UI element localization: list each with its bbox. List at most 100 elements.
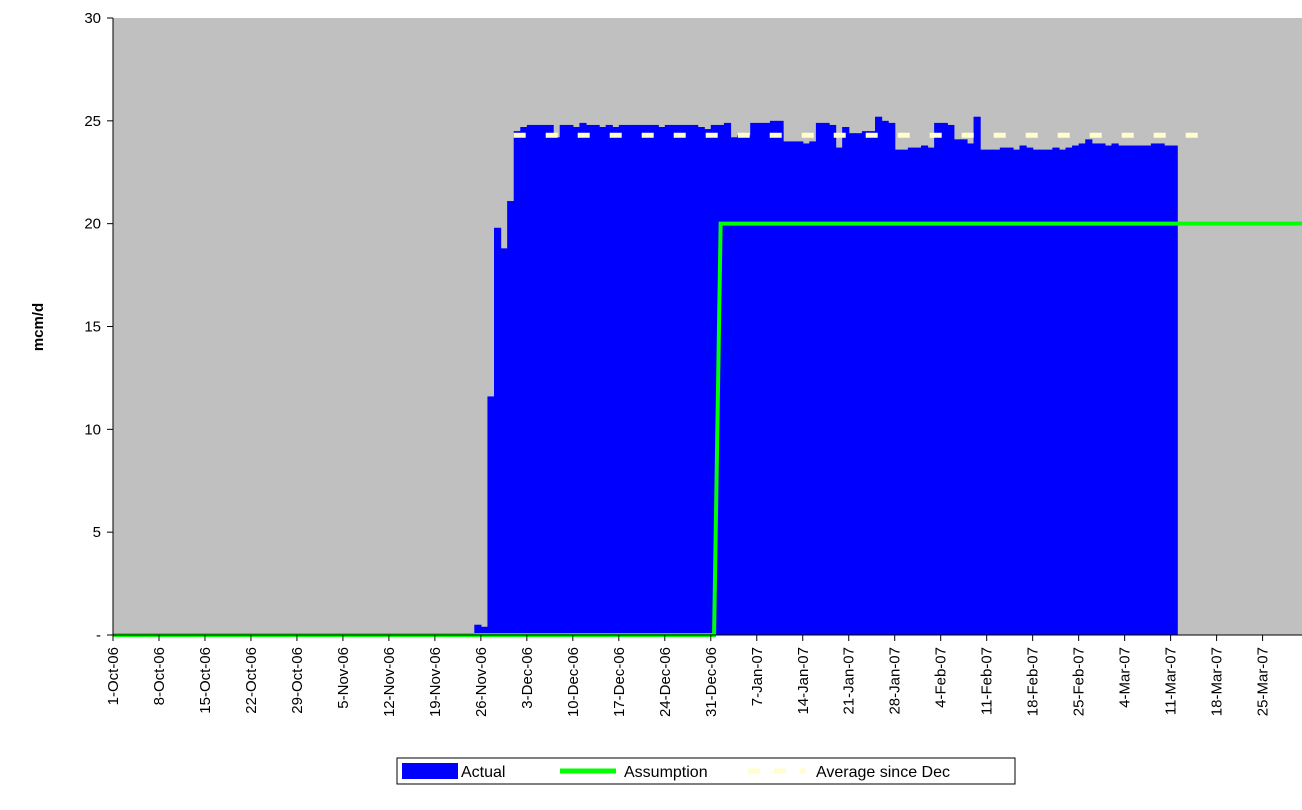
actual-bar [966, 143, 975, 635]
actual-bar [671, 124, 679, 636]
actual-bar [553, 137, 561, 635]
actual-bar [572, 127, 581, 636]
x-tick-label: 22-Oct-06 [243, 647, 260, 714]
actual-bar [855, 133, 863, 635]
actual-bar [1078, 143, 1086, 635]
actual-bar [730, 137, 738, 635]
actual-bar [947, 124, 955, 636]
actual-bar [1098, 143, 1106, 635]
y-tick-label: 25 [84, 113, 101, 130]
y-tick-label: 20 [84, 216, 101, 233]
x-tick-label: 4-Mar-07 [1117, 647, 1134, 708]
actual-bar [756, 122, 764, 635]
actual-bar [927, 147, 935, 635]
x-tick-label: 1-Oct-06 [105, 647, 122, 705]
x-tick-label: 11-Feb-07 [979, 647, 996, 715]
actual-bar [1032, 149, 1040, 636]
actual-bar [901, 149, 909, 636]
actual-bar [894, 149, 902, 636]
actual-bar [888, 122, 896, 635]
actual-bar [1111, 143, 1119, 635]
actual-bar [592, 124, 600, 636]
legend-label-average: Average since Dec [816, 764, 950, 781]
actual-bar [664, 124, 672, 636]
actual-bar [960, 139, 968, 636]
actual-bar [868, 131, 876, 635]
x-tick-label: 5-Nov-06 [335, 647, 352, 709]
x-tick-label: 24-Dec-06 [657, 647, 674, 717]
actual-bar [861, 131, 870, 635]
actual-bar [1006, 147, 1014, 635]
x-tick-label: 8-Oct-06 [151, 647, 168, 705]
legend: Actual Assumption Average since Dec [396, 757, 1016, 785]
actual-bar [1026, 147, 1034, 635]
actual-bar [750, 122, 758, 635]
actual-bar [822, 122, 830, 635]
actual-bar [796, 141, 804, 635]
actual-bar [612, 127, 620, 636]
actual-bar [1150, 143, 1159, 635]
actual-bar [993, 149, 1001, 636]
actual-bar [1170, 145, 1178, 635]
actual-bar [1144, 145, 1152, 635]
actual-bar [881, 120, 889, 636]
actual-bar [599, 127, 607, 636]
actual-bar [973, 116, 981, 636]
x-tick-label: 14-Jan-07 [795, 647, 812, 715]
actual-bar [1131, 145, 1139, 635]
actual-bar [999, 147, 1007, 635]
actual-bar [920, 145, 929, 635]
actual-bar [539, 124, 548, 636]
y-axis-title: mcm/d [30, 303, 47, 351]
x-tick-label: 26-Nov-06 [473, 647, 490, 717]
x-tick-label: 29-Oct-06 [289, 647, 306, 714]
actual-bar [500, 248, 508, 635]
actual-bar [684, 124, 692, 636]
x-tick-label: 10-Dec-06 [565, 647, 582, 717]
actual-bar [494, 227, 502, 635]
x-tick-label: 17-Dec-06 [611, 647, 628, 717]
actual-bar [783, 141, 791, 635]
x-tick-label: 25-Feb-07 [1071, 647, 1088, 716]
y-tick-label: 10 [84, 421, 101, 438]
actual-bar [618, 124, 626, 636]
actual-bar [802, 143, 810, 635]
x-tick-label: 7-Jan-07 [749, 647, 766, 706]
actual-bar [1058, 149, 1067, 636]
actual-bar [1019, 145, 1027, 635]
actual-bar [875, 116, 883, 636]
actual-bar [566, 124, 574, 636]
actual-bar [1124, 145, 1132, 635]
x-tick-label: 18-Mar-07 [1209, 647, 1226, 716]
x-tick-label: 11-Mar-07 [1163, 647, 1180, 715]
legend-label-assumption: Assumption [624, 764, 708, 781]
x-tick-label: 31-Dec-06 [703, 647, 720, 717]
actual-bar [677, 124, 686, 636]
actual-bar [737, 135, 745, 636]
y-ticks: - 5 10 15 20 25 30 [84, 10, 113, 644]
legend-swatch-actual [402, 763, 458, 779]
actual-bar [1091, 143, 1099, 635]
x-tick-label: 3-Dec-06 [519, 647, 536, 709]
actual-bar [638, 124, 646, 636]
x-tick-label: 25-Mar-07 [1255, 647, 1272, 716]
actual-bar [723, 122, 732, 635]
actual-bar [940, 122, 948, 635]
actual-bar [763, 122, 771, 635]
actual-bar [1118, 145, 1126, 635]
actual-bar [842, 127, 850, 636]
actual-bar [520, 127, 528, 636]
actual-bar [789, 141, 797, 635]
actual-bar [480, 626, 489, 635]
actual-bar [559, 124, 567, 636]
actual-bar [1039, 149, 1047, 636]
actual-bar [1104, 145, 1113, 635]
actual-bar [1164, 145, 1172, 635]
actual-bar [1157, 143, 1165, 635]
actual-bar [953, 139, 962, 636]
actual-bar [710, 124, 718, 636]
actual-bar [717, 124, 725, 636]
actual-bar [1012, 149, 1021, 636]
actual-bar [605, 124, 613, 636]
